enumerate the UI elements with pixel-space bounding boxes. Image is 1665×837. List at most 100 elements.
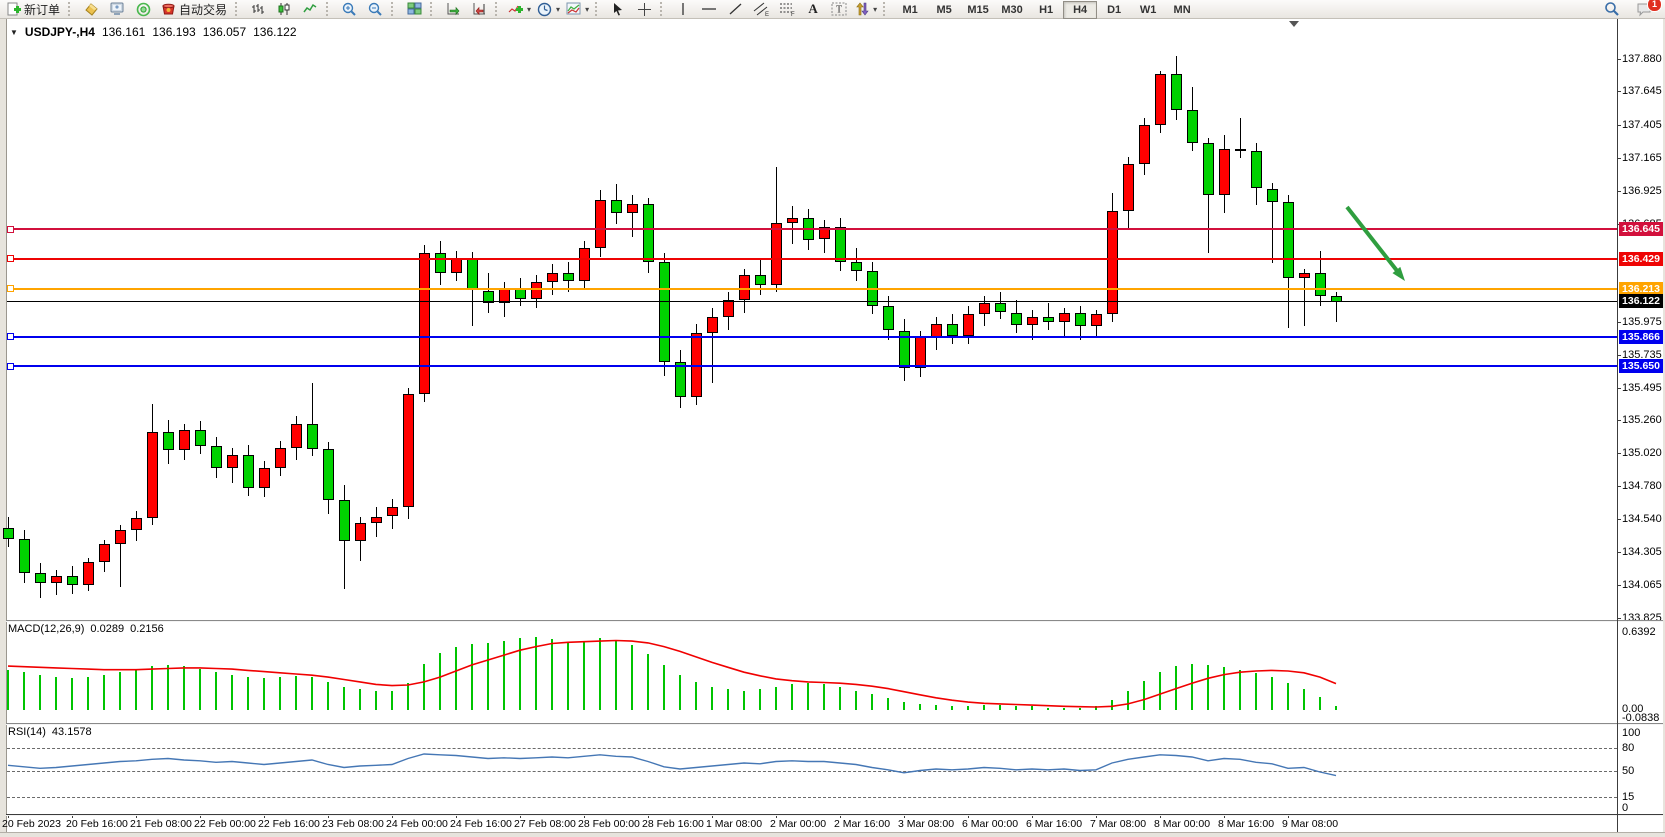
macd-histogram-bar	[983, 705, 985, 710]
zoom-in-button[interactable]	[336, 0, 362, 19]
price-tick-label: 137.880	[1622, 53, 1662, 65]
timeframe-W1[interactable]: W1	[1139, 3, 1157, 16]
macd-histogram-bar	[583, 640, 585, 710]
search-button[interactable]	[1599, 0, 1625, 19]
vertical-line-tool-button[interactable]	[670, 0, 696, 19]
channel-tool-button[interactable]: E	[748, 0, 774, 19]
macd-histogram-bar	[39, 674, 41, 710]
candle	[1139, 125, 1150, 164]
auto-scroll-icon	[447, 3, 459, 16]
pane-divider-rsi[interactable]	[6, 723, 1665, 725]
metaeditor-button[interactable]	[78, 0, 104, 19]
timeframe-M30[interactable]: M30	[1001, 3, 1023, 16]
macd-histogram-bar	[631, 645, 633, 710]
macd-histogram-bar	[615, 640, 617, 710]
candle	[467, 258, 478, 291]
indicators-button[interactable]: ▾	[505, 0, 534, 19]
bar-chart-button[interactable]	[245, 0, 271, 19]
candle-wick	[1064, 308, 1065, 336]
candle-wick	[632, 195, 633, 237]
time-label: 8 Mar 16:00	[1218, 818, 1275, 830]
candle	[179, 429, 190, 451]
time-tick	[328, 814, 329, 818]
candle	[691, 333, 702, 397]
candle	[339, 500, 350, 542]
new-order-button[interactable]: 新订单	[2, 0, 65, 19]
text-label-tool-button[interactable]: T	[826, 0, 852, 19]
line-chart-button[interactable]	[297, 0, 323, 19]
timeframe-H4[interactable]: H4	[1063, 0, 1098, 19]
templates-button[interactable]: ▾	[563, 0, 592, 19]
fibonacci-tool-button[interactable]: F	[774, 0, 800, 19]
macd-histogram-bar	[1031, 706, 1033, 710]
rsi-level-label: 0	[1622, 802, 1629, 814]
horizontal-line-tool-button[interactable]	[696, 0, 722, 19]
terminal-button[interactable]	[104, 0, 130, 19]
candle	[915, 337, 926, 368]
tile-windows-button[interactable]	[401, 0, 427, 19]
macd-histogram-bar	[567, 641, 569, 710]
trendline-tool-button[interactable]	[722, 0, 748, 19]
notifications-button[interactable]: 1	[1631, 0, 1662, 19]
chart-area[interactable]: 137.880 137.645 137.405 137.165 136.925 136.6…	[0, 19, 1665, 837]
auto-trading-button[interactable]: 自动交易	[156, 0, 232, 19]
macd-histogram-bar	[1303, 689, 1305, 710]
time-label: 28 Feb 00:00	[578, 818, 640, 830]
candle	[275, 447, 286, 469]
candle	[707, 316, 718, 334]
zoom-out-button[interactable]	[362, 0, 388, 19]
pane-divider-macd[interactable]	[6, 620, 1665, 622]
macd-histogram-bar	[599, 638, 601, 710]
periods-button[interactable]: ▾	[534, 0, 563, 19]
price-tick-label: 134.780	[1622, 480, 1662, 493]
price-tick	[1617, 190, 1621, 192]
text-tool-button[interactable]: A	[808, 1, 818, 16]
candle	[1299, 272, 1310, 279]
macd-histogram-bar	[151, 666, 153, 710]
hline-135.650[interactable]	[7, 365, 1617, 368]
price-tick	[1617, 354, 1621, 356]
auto-scroll-button[interactable]	[440, 0, 466, 19]
window-frame-bottom	[0, 832, 1665, 837]
chart-shift-marker[interactable]	[1289, 21, 1299, 27]
candle	[595, 199, 606, 248]
price-tick	[1617, 59, 1621, 60]
timeframe-M15[interactable]: M15	[967, 3, 989, 16]
one-click-trading-collapse-icon[interactable]: ▼	[10, 27, 18, 37]
macd-histogram-bar	[1159, 672, 1161, 710]
candle	[1283, 202, 1294, 279]
timeframe-MN[interactable]: MN	[1173, 3, 1191, 16]
macd-histogram-bar	[1079, 707, 1081, 710]
candlestick-chart-button[interactable]	[271, 0, 297, 19]
candle	[211, 446, 222, 469]
cursor-button[interactable]	[605, 0, 631, 19]
hline-136.213[interactable]	[7, 287, 1617, 290]
price-tick-label: 137.645	[1622, 85, 1662, 98]
hline-136.429[interactable]	[7, 257, 1617, 260]
timeframe-M1[interactable]: M1	[902, 3, 918, 16]
timeframe-M5[interactable]: M5	[936, 3, 952, 16]
search-icon	[1605, 2, 1619, 16]
candle	[995, 302, 1006, 313]
candle	[195, 429, 206, 447]
hline-135.866[interactable]	[7, 335, 1617, 338]
macd-histogram-bar	[455, 646, 457, 710]
candle	[1155, 74, 1166, 126]
arrows-tool-button[interactable]: ▾	[852, 0, 880, 19]
macd-histogram-bar	[839, 686, 841, 710]
candle	[611, 199, 622, 214]
macd-histogram-bar	[1255, 673, 1257, 710]
crosshair-button[interactable]	[631, 0, 657, 19]
chart-shift-button[interactable]	[466, 0, 492, 19]
price-badge: 136.429	[1619, 251, 1663, 266]
candle-wick	[312, 382, 313, 456]
signal-button[interactable]	[130, 0, 156, 19]
time-label: 22 Feb 00:00	[194, 818, 256, 830]
candle-wick	[120, 524, 121, 587]
hline-136.645[interactable]	[7, 228, 1617, 231]
timeframe-H1[interactable]: H1	[1039, 3, 1054, 16]
toolbar-grip	[391, 2, 397, 16]
timeframe-D1[interactable]: D1	[1107, 3, 1122, 16]
chart-header: ▼ USDJPY-,H4 136.161 136.193 136.057 136…	[10, 25, 297, 39]
time-tick	[712, 814, 713, 818]
